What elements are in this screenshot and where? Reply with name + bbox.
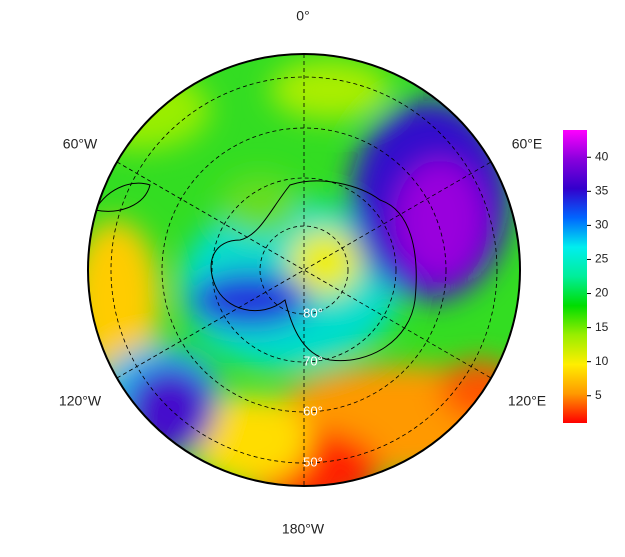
colorbar-tick-label: 5 xyxy=(595,388,602,402)
colorbar-tick-label: 40 xyxy=(595,149,609,163)
lat-label: 50° xyxy=(303,454,323,469)
lon-label: 60°E xyxy=(512,136,543,152)
colorbar-tick-label: 10 xyxy=(595,354,609,368)
lon-label: 120°W xyxy=(59,393,102,409)
lat-label: 60° xyxy=(303,403,323,418)
field xyxy=(88,54,520,486)
colorbar-tick-label: 15 xyxy=(595,320,609,334)
lon-label: 180°W xyxy=(282,521,325,537)
graticule xyxy=(110,54,498,486)
map-border xyxy=(87,53,521,487)
lat-label: 70° xyxy=(303,353,323,368)
colorbar-tick-label: 30 xyxy=(595,218,609,232)
lon-label: 120°E xyxy=(508,393,546,409)
colorbar-tick-label: 25 xyxy=(595,252,609,266)
lat-label: 80° xyxy=(303,305,323,320)
lon-label: 0° xyxy=(296,8,309,24)
colorbar-tick-label: 35 xyxy=(595,183,609,197)
colorbar xyxy=(563,130,587,423)
lon-label: 60°W xyxy=(63,136,98,152)
colorbar-tick-label: 20 xyxy=(595,286,609,300)
